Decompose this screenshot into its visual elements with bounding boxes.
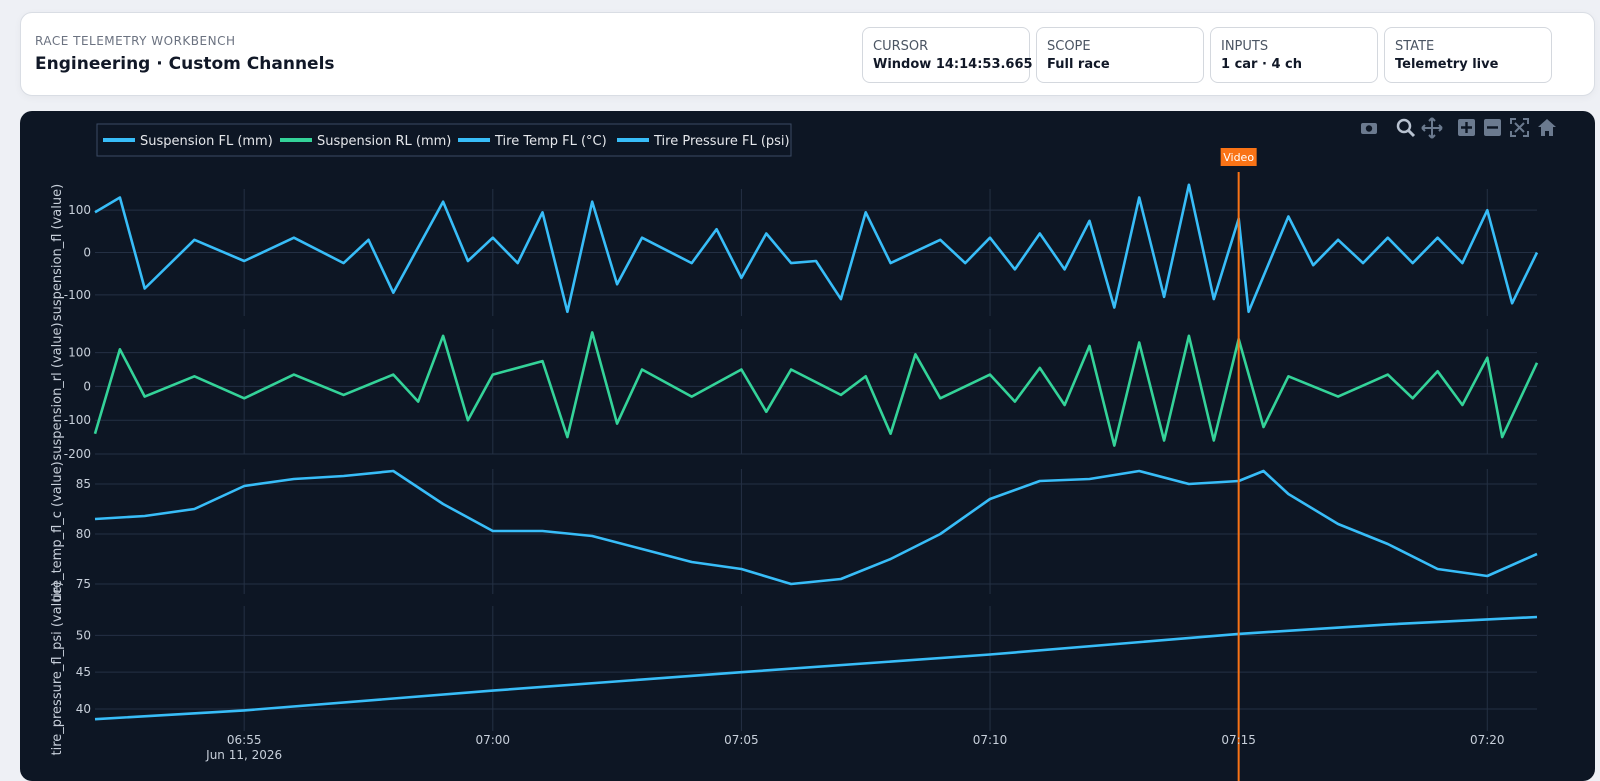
- x-tick-label: 07:10: [973, 733, 1008, 747]
- zoom-in-icon[interactable]: [1458, 119, 1475, 136]
- y-axis-title: tire_temp_fl_c (value): [50, 461, 65, 601]
- y-tick-label: -100: [64, 413, 91, 427]
- legend-item[interactable]: Tire Pressure FL (psi): [653, 134, 790, 149]
- legend-item[interactable]: Suspension FL (mm): [140, 134, 273, 149]
- cursor-card: CURSOR Window 14:14:53.665: [862, 27, 1030, 83]
- home-shape: [1538, 119, 1556, 136]
- x-tick-label: 07:20: [1470, 733, 1505, 747]
- inputs-card: INPUTS 1 car · 4 ch: [1210, 27, 1378, 83]
- y-tick-label: 45: [76, 665, 91, 679]
- y-tick-label: 80: [76, 527, 91, 541]
- header-card: RACE TELEMETRY WORKBENCH Engineering · C…: [20, 12, 1595, 96]
- pan-icon[interactable]: [1422, 118, 1442, 138]
- series-line: [95, 185, 1537, 312]
- scope-label: SCOPE: [1047, 39, 1091, 54]
- state-label: STATE: [1395, 39, 1434, 54]
- telemetry-chart[interactable]: Video 06:55 07:00 07:05 07:10 07:15 07:20 Jun …: [20, 111, 1595, 781]
- legend-item[interactable]: Suspension RL (mm): [317, 134, 451, 149]
- camera-lens: [1366, 125, 1372, 131]
- y-axis-title: tire_pressure_fl_psi (value): [50, 581, 65, 755]
- scope-card: SCOPE Full race: [1036, 27, 1204, 83]
- y-tick-label: 0: [83, 379, 91, 393]
- autoscale-frame: [1511, 119, 1528, 136]
- y-axis-title: suspension_fl (value): [50, 184, 65, 321]
- y-tick-label: -200: [64, 447, 91, 461]
- legend-item[interactable]: Tire Temp FL (°C): [494, 134, 607, 149]
- zoom-icon[interactable]: [1398, 120, 1414, 136]
- y-tick-label: 85: [76, 477, 91, 491]
- zoom-handle: [1408, 130, 1414, 136]
- state-value: Telemetry live: [1395, 57, 1498, 72]
- cursor-value: Window 14:14:53.665: [873, 57, 1033, 72]
- series-line: [95, 332, 1537, 445]
- y-tick-label: 100: [68, 203, 91, 217]
- app-eyebrow: RACE TELEMETRY WORKBENCH: [35, 34, 236, 48]
- inputs-value: 1 car · 4 ch: [1221, 57, 1302, 72]
- inputs-label: INPUTS: [1221, 39, 1268, 54]
- x-tick-label: 07:00: [475, 733, 510, 747]
- home-icon[interactable]: [1538, 119, 1556, 136]
- camera-icon[interactable]: [1361, 123, 1377, 134]
- y-tick-label: 50: [76, 628, 91, 642]
- y-tick-label: -100: [64, 288, 91, 302]
- x-tick-label: 07:05: [724, 733, 759, 747]
- page-title: Engineering · Custom Channels: [35, 54, 335, 74]
- y-axis-title: suspension_rl (value): [50, 322, 65, 460]
- x-tick-label: 07:15: [1221, 733, 1256, 747]
- y-tick-label: 0: [83, 246, 91, 260]
- y-tick-label: 75: [76, 577, 91, 591]
- x-tick-label: 06:55: [227, 733, 262, 747]
- state-card: STATE Telemetry live: [1384, 27, 1552, 83]
- x-date-label: Jun 11, 2026: [205, 748, 282, 762]
- y-tick-label: 40: [76, 702, 91, 716]
- series-line: [95, 617, 1537, 719]
- cursor-label: CURSOR: [873, 39, 928, 54]
- zoom-out-icon[interactable]: [1484, 119, 1501, 136]
- autoscale-icon[interactable]: [1511, 119, 1528, 136]
- video-marker-label: Video: [1223, 151, 1254, 164]
- pan-arrows: [1422, 118, 1442, 138]
- chart-panel: Video 06:55 07:00 07:05 07:10 07:15 07:20 Jun …: [20, 111, 1595, 781]
- y-tick-label: 100: [68, 346, 91, 360]
- series-line: [95, 471, 1537, 584]
- scope-value: Full race: [1047, 57, 1110, 72]
